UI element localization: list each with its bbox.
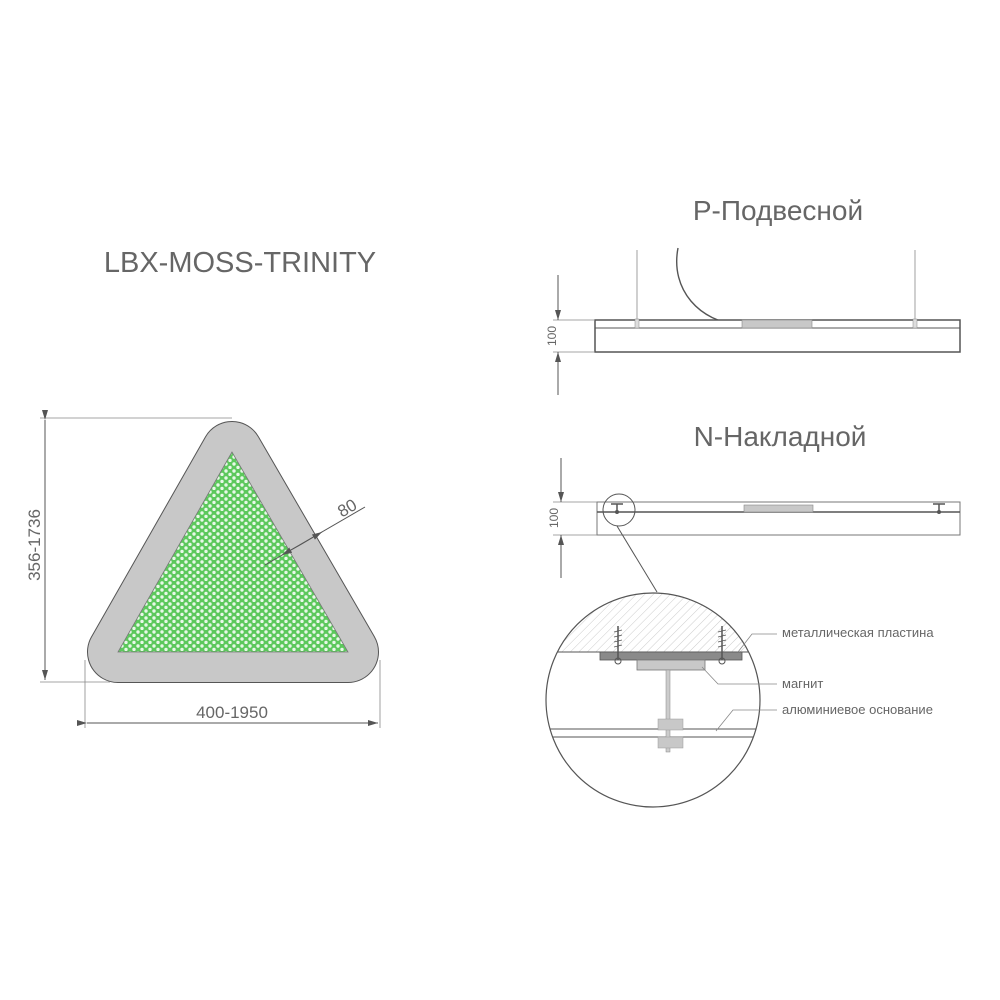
surface-title: N-Накладной [694, 421, 867, 452]
label-aluminum-base: алюминиевое основание [782, 702, 933, 717]
height-label: 356-1736 [25, 509, 44, 581]
pendant-profile: 100 [545, 247, 961, 395]
label-magnet: магнит [782, 676, 823, 691]
triangle-luminaire [87, 421, 379, 683]
surface-height-label: 100 [547, 508, 561, 528]
mount-detail: металлическая пластина магнит алюминиево… [545, 592, 934, 808]
height-dimension: 356-1736 [25, 410, 232, 683]
surface-profile: 100 [547, 458, 961, 593]
label-metal-plate: металлическая пластина [782, 625, 934, 640]
border-label: 80 [334, 495, 360, 521]
width-label: 400-1950 [196, 703, 268, 722]
pendant-title: P-Подвесной [693, 195, 863, 226]
magnet [636, 659, 706, 671]
width-dimension: 400-1950 [77, 660, 381, 728]
pendant-height-label: 100 [545, 326, 559, 346]
product-title: LBX-MOSS-TRINITY [104, 247, 376, 279]
